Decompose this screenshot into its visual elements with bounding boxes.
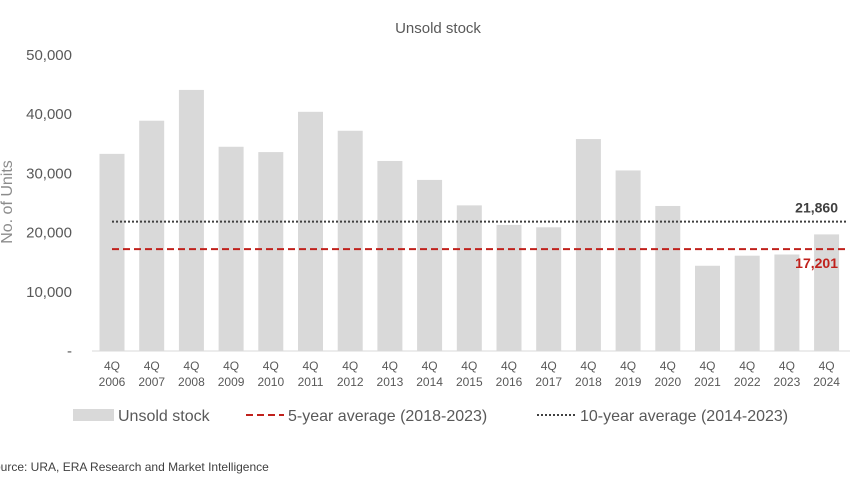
x-tick-label: 4Q 2017 [535,359,562,389]
bar [377,160,403,351]
x-tick-label: 4Q 2008 [178,359,205,389]
x-tick-label: 4Q 2016 [496,359,523,389]
x-tick-label: 4Q 2010 [257,359,284,389]
x-tick-label: 4Q 2007 [138,359,165,389]
bar [337,130,363,351]
bar [814,234,840,351]
reference-lines: 17,201 21,860 [112,200,848,271]
five-year-average-label: 17,201 [795,255,838,271]
legend-label: 10-year average (2014-2023) [580,408,788,425]
x-tick-label: 4Q 2022 [734,359,761,389]
bar [496,224,522,351]
bar [178,89,204,351]
x-tick-label: 4Q 2014 [416,359,443,389]
x-tick-label: 4Q 2015 [456,359,483,389]
x-tick-label: 4Q 2011 [298,359,324,389]
y-tick-label: 10,000 [26,284,72,301]
x-tick-label: 4Q 2018 [575,359,602,389]
x-tick-label: 4Q 2020 [654,359,681,389]
bars-group [99,89,840,351]
bar [655,205,681,351]
y-tick-label: - [67,343,72,360]
legend-label: 5-year average (2018-2023) [288,408,487,425]
bar [536,227,562,351]
x-tick-label: 4Q 2009 [218,359,245,389]
y-tick-label: 40,000 [26,106,72,123]
bar [615,170,641,351]
x-tick-label: 4Q 2019 [615,359,642,389]
legend-label: Unsold stock [118,408,211,425]
bar [298,111,323,351]
x-tick-label: 4Q 2024 [813,359,840,389]
bar [695,265,720,351]
bar [774,254,800,351]
y-axis-label: No. of Units [0,160,16,244]
y-tick-label: 30,000 [26,165,72,182]
bar [139,120,165,351]
x-axis-ticks: 4Q 2006 4Q 2007 4Q 2008 4Q 2009 4Q 2010 4Q 2011 4Q 20… [99,359,841,389]
bar [456,205,482,351]
bar [99,153,125,351]
x-tick-label: 4Q 2006 [99,359,126,389]
bar [734,255,760,351]
x-tick-label: 4Q 2023 [774,359,801,389]
legend: Unsold stock 5-year average (2018-2023) 10… [73,408,788,425]
y-tick-label: 20,000 [26,225,72,242]
bar [575,139,601,351]
ten-year-average-label: 21,860 [795,200,838,216]
y-tick-label: 50,000 [26,47,72,64]
y-axis-ticks: - 10,000 20,000 30,000 40,000 50,000 [26,47,72,360]
bar [258,152,284,351]
x-tick-label: 4Q 2021 [694,359,721,389]
bar [417,179,443,351]
source-note: ource: URA, ERA Research and Market Inte… [0,460,269,474]
x-tick-label: 4Q 2012 [337,359,364,389]
legend-swatch-bar [73,409,114,421]
chart-title: Unsold stock [395,20,481,37]
x-tick-label: 4Q 2013 [377,359,404,389]
